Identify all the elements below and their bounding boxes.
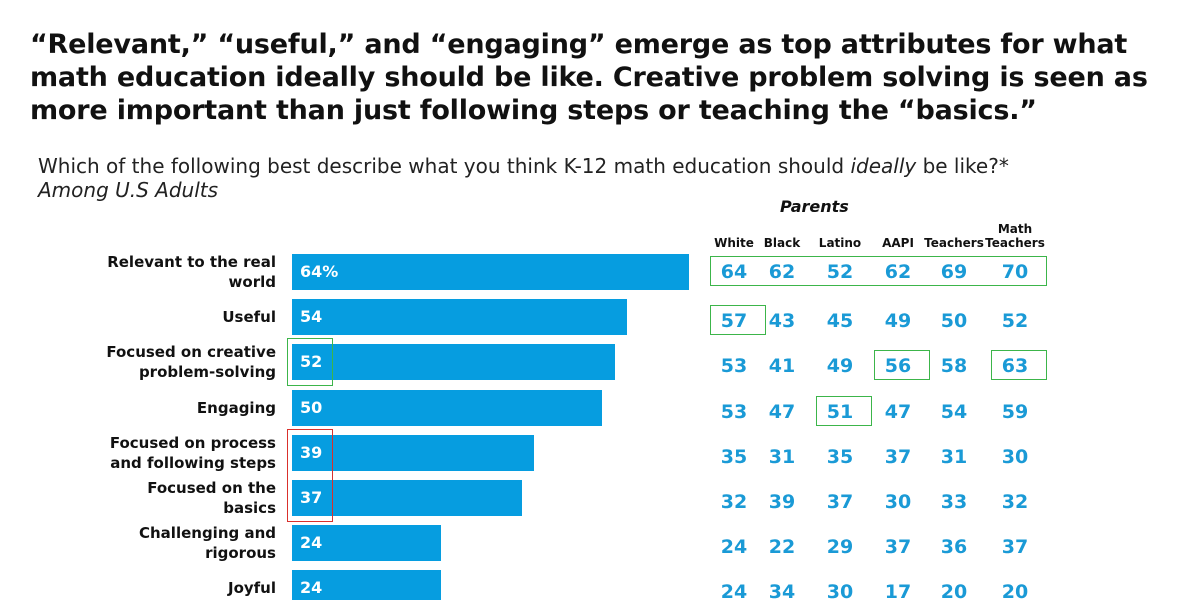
bar — [292, 480, 522, 516]
table-cell: 70 — [1001, 261, 1029, 283]
column-header: Latino — [818, 236, 862, 250]
table-cell: 31 — [768, 445, 796, 468]
table-cell: 20 — [1001, 581, 1029, 600]
value-label: 64% — [300, 262, 339, 281]
table-cell: 58 — [940, 355, 968, 378]
table-cell: 43 — [768, 310, 796, 333]
highlight-box — [710, 305, 766, 336]
table-cell: 39 — [768, 491, 796, 513]
bar — [292, 389, 603, 426]
table-cell: 47 — [768, 400, 796, 423]
column-header: Math Teachers — [985, 222, 1045, 250]
category-label: Focused on creative problem-solving — [106, 343, 276, 382]
highlight-box — [710, 256, 1047, 286]
table-cell: 30 — [1001, 445, 1029, 468]
chart-title: “Relevant,” “useful,” and “engaging” eme… — [30, 29, 1148, 126]
highlight-box — [991, 350, 1047, 381]
table-cell: 54 — [940, 400, 968, 423]
table-cell: 29 — [826, 536, 854, 559]
column-header: Black — [763, 236, 801, 250]
table-cell: 45 — [826, 310, 854, 333]
table-cell: 36 — [940, 536, 968, 559]
bar — [292, 254, 689, 290]
bar — [292, 525, 441, 562]
value-label: 54 — [300, 307, 323, 327]
table-cell: 49 — [826, 355, 854, 378]
table-cell: 51 — [826, 400, 854, 423]
value-label: 24 — [300, 578, 323, 598]
table-cell: 31 — [940, 445, 968, 468]
table-cell: 53 — [720, 355, 748, 378]
table-cell: 37 — [884, 445, 912, 468]
category-label: Joyful — [227, 579, 276, 598]
table-cell: 32 — [1001, 491, 1029, 513]
table-cell: 37 — [1001, 536, 1029, 559]
column-header: Teachers — [924, 236, 984, 250]
table-cell: 33 — [940, 491, 968, 513]
table-cell: 52 — [826, 261, 854, 283]
table-cell: 57 — [720, 310, 748, 333]
table-cell: 30 — [884, 491, 912, 513]
table-cell: 47 — [884, 400, 912, 423]
table-cell: 63 — [1001, 355, 1029, 378]
table-cell: 37 — [884, 536, 912, 559]
table-cell: 49 — [884, 310, 912, 333]
table-cell: 50 — [940, 310, 968, 333]
column-header: AAPI — [882, 236, 914, 250]
bar — [292, 344, 615, 381]
table-cell: 64 — [720, 261, 748, 283]
bar — [292, 570, 441, 600]
table-cell: 59 — [1001, 400, 1029, 423]
table-cell: 62 — [884, 261, 912, 283]
category-label: Challenging and rigorous — [139, 524, 276, 563]
value-label: 52 — [300, 352, 323, 372]
value-label: 39 — [300, 442, 323, 462]
category-label: Engaging — [196, 398, 276, 417]
category-label: Focused on the basics — [147, 479, 276, 517]
value-label: 50 — [300, 397, 323, 417]
table-cell: 24 — [720, 536, 748, 559]
column-header: White — [714, 236, 754, 250]
table-cell: 53 — [720, 400, 748, 423]
highlight-box — [816, 395, 872, 426]
emphasis: ideally — [850, 154, 917, 178]
table-cell: 35 — [720, 445, 748, 468]
table-cell: 41 — [768, 355, 796, 378]
table-cell: 22 — [768, 536, 796, 559]
table-cell: 62 — [768, 261, 796, 283]
table-cell: 34 — [768, 581, 796, 600]
value-label: 37 — [300, 488, 323, 507]
table-cell: 52 — [1001, 310, 1029, 333]
group-label: Parents — [780, 197, 849, 216]
value-label: 24 — [300, 533, 323, 553]
highlight-box — [874, 350, 930, 381]
table-cell: 35 — [826, 445, 854, 468]
category-label: Focused on process and following steps — [109, 433, 276, 472]
subtitle: Which of the following best describe wha… — [38, 154, 1009, 178]
table-cell: 56 — [884, 355, 912, 378]
table-cell: 32 — [720, 491, 748, 513]
bar — [292, 299, 627, 336]
table-cell: 30 — [826, 581, 854, 600]
highlight-box — [287, 428, 333, 522]
category-label: Useful — [222, 308, 276, 327]
table-cell: 17 — [884, 581, 912, 600]
table-cell: 24 — [720, 581, 748, 600]
note: Among U.S Adults — [38, 178, 219, 202]
category-label: Relevant to the real world — [107, 253, 276, 291]
table-cell: 37 — [826, 491, 854, 513]
highlight-box — [287, 338, 333, 387]
table-cell: 20 — [940, 581, 968, 600]
table-cell: 69 — [940, 261, 968, 283]
